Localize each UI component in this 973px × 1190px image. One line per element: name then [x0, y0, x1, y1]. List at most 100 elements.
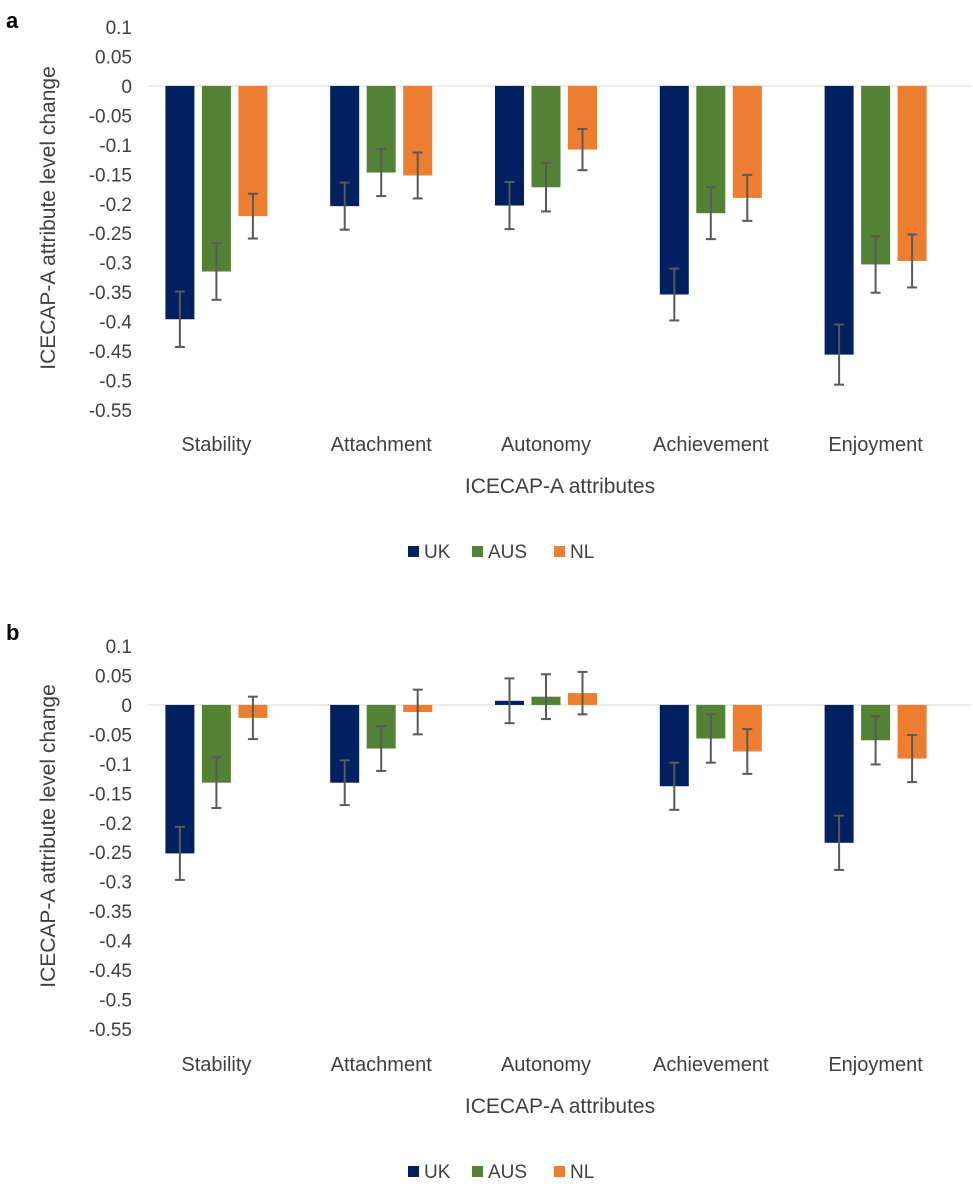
- y-tick-label: -0.3: [99, 873, 132, 894]
- legend-swatch-aus: [472, 546, 483, 557]
- error-bar-nl-stability: [247, 192, 258, 240]
- legend-label-uk: UK: [424, 1162, 451, 1183]
- x-category-label: Attachment: [331, 434, 433, 456]
- error-bar-aus-stability: [211, 756, 222, 810]
- y-tick-label: -0.25: [89, 224, 132, 245]
- bar-aus-enjoyment: [861, 85, 891, 265]
- legend-swatch-nl: [554, 546, 565, 557]
- error-bar-nl-stability: [247, 695, 258, 741]
- x-category-label: Enjoyment: [828, 434, 923, 456]
- error-bar-aus-enjoyment: [870, 715, 881, 766]
- legend-label-aus: AUS: [488, 1162, 527, 1183]
- bar-aus-stability: [201, 85, 231, 272]
- y-tick-label: -0.05: [89, 725, 132, 746]
- error-bar-nl-autonomy: [577, 127, 588, 172]
- y-tick-label: -0.1: [99, 755, 132, 776]
- error-bar-aus-enjoyment: [870, 235, 881, 294]
- x-category-label: Achievement: [653, 1054, 769, 1076]
- error-bar-uk-attachment: [339, 759, 350, 807]
- error-bar-aus-achievement: [705, 186, 716, 241]
- bar-uk-stability: [165, 85, 195, 320]
- y-tick-label: 0.1: [106, 637, 132, 658]
- y-tick-label: -0.55: [89, 401, 132, 422]
- error-bar-aus-attachment: [376, 147, 387, 198]
- panel-a-bars: [165, 85, 927, 355]
- error-bar-uk-attachment: [339, 181, 350, 231]
- y-tick-label: 0.05: [95, 47, 132, 68]
- legend-label-aus: AUS: [488, 542, 527, 563]
- legend-swatch-aus: [472, 1166, 483, 1177]
- y-tick-label: -0.3: [99, 254, 132, 275]
- panel-b-y-axis-title: ICECAP-A attribute level change: [37, 684, 60, 988]
- error-bar-uk-stability: [174, 825, 185, 881]
- panel-b: b ICECAP-A attribute level change 0.1 0.0…: [6, 620, 972, 1183]
- error-bar-uk-autonomy: [504, 677, 515, 725]
- y-tick-label: -0.45: [89, 342, 132, 363]
- panel-b-legend: UK AUS NL: [408, 1162, 594, 1183]
- y-tick-label: 0: [121, 77, 132, 98]
- panel-a-y-ticks: 0.1 0.05 0 -0.05 -0.1 -0.15 -0.2 -0.25 -0.3 -0.35…: [89, 18, 133, 422]
- error-bar-uk-achievement: [669, 267, 680, 322]
- panel-a-x-axis-title: ICECAP-A attributes: [465, 475, 655, 498]
- y-tick-label: -0.25: [89, 843, 132, 864]
- error-bar-aus-stability: [211, 242, 222, 301]
- y-tick-label: -0.05: [89, 106, 132, 127]
- panel-b-label: b: [6, 620, 19, 645]
- error-bar-nl-attachment: [412, 688, 423, 736]
- y-tick-label: 0.05: [95, 666, 132, 687]
- x-category-label: Achievement: [653, 434, 769, 456]
- error-bar-uk-stability: [174, 290, 185, 348]
- error-bar-nl-autonomy: [577, 670, 588, 716]
- x-category-label: Autonomy: [501, 434, 591, 456]
- error-bar-nl-attachment: [412, 151, 423, 200]
- bar-nl-enjoyment: [897, 85, 927, 261]
- y-tick-label: -0.15: [89, 784, 132, 805]
- bar-uk-achievement: [659, 85, 689, 295]
- x-category-label: Autonomy: [501, 1054, 591, 1076]
- panel-b-y-ticks: 0.1 0.05 0 -0.05 -0.1 -0.15 -0.2 -0.25 -0.3 -0.35…: [89, 637, 133, 1041]
- error-bar-aus-achievement: [705, 713, 716, 764]
- y-tick-label: -0.45: [89, 961, 132, 982]
- y-tick-label: -0.4: [99, 313, 132, 334]
- y-tick-label: -0.55: [89, 1020, 132, 1041]
- legend-swatch-nl: [554, 1166, 565, 1177]
- y-tick-label: -0.35: [89, 902, 132, 923]
- error-bar-uk-enjoyment: [834, 323, 845, 386]
- error-bar-aus-autonomy: [541, 162, 551, 213]
- error-bar-aus-attachment: [376, 725, 387, 772]
- y-tick-label: -0.35: [89, 283, 132, 304]
- y-tick-label: 0: [121, 696, 132, 717]
- panel-a-category-labels: Stability Attachment Autonomy Achievement En…: [181, 434, 923, 456]
- y-tick-label: -0.2: [99, 195, 132, 216]
- error-bar-uk-autonomy: [504, 180, 515, 231]
- y-tick-label: -0.1: [99, 136, 132, 157]
- x-category-label: Stability: [181, 434, 251, 456]
- x-category-label: Stability: [181, 1054, 251, 1076]
- error-bar-uk-enjoyment: [834, 814, 845, 871]
- y-tick-label: -0.5: [99, 372, 132, 393]
- legend-label-uk: UK: [424, 542, 451, 563]
- y-tick-label: -0.4: [99, 932, 132, 953]
- y-tick-label: 0.1: [106, 18, 132, 39]
- x-category-label: Attachment: [331, 1054, 433, 1076]
- legend-label-nl: NL: [570, 1162, 594, 1183]
- panel-b-error-bars: [174, 670, 918, 881]
- error-bar-uk-achievement: [669, 761, 680, 811]
- error-bar-nl-enjoyment: [907, 733, 918, 784]
- error-bar-nl-enjoyment: [907, 233, 918, 289]
- legend-swatch-uk: [408, 546, 419, 557]
- y-tick-label: -0.2: [99, 814, 132, 835]
- error-bar-aus-autonomy: [541, 673, 551, 721]
- panel-b-x-axis-title: ICECAP-A attributes: [465, 1095, 655, 1118]
- panel-a-y-axis-title: ICECAP-A attribute level change: [37, 66, 60, 370]
- panel-a-legend: UK AUS NL: [408, 542, 594, 563]
- panel-a-error-bars: [174, 127, 918, 386]
- legend-label-nl: NL: [570, 542, 594, 563]
- x-category-label: Enjoyment: [828, 1054, 923, 1076]
- panel-a-label: a: [6, 8, 19, 33]
- y-tick-label: -0.15: [89, 165, 132, 186]
- legend-swatch-uk: [408, 1166, 419, 1177]
- bar-uk-enjoyment: [824, 85, 854, 355]
- panel-b-category-labels: Stability Attachment Autonomy Achievement En…: [181, 1054, 923, 1076]
